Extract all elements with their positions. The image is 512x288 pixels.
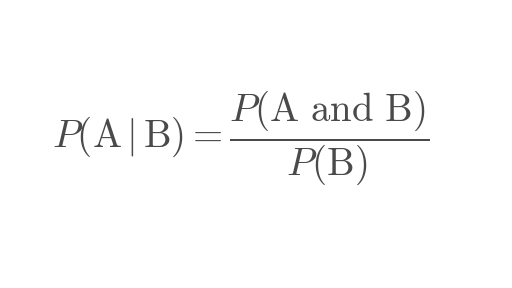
Text: $P(\mathrm{A}\,|\,\mathrm{B}) = \dfrac{P(\mathrm{A\ and\ B})}{P(\mathrm{B})}$: $P(\mathrm{A}\,|\,\mathrm{B}) = \dfrac{P…	[52, 89, 429, 187]
